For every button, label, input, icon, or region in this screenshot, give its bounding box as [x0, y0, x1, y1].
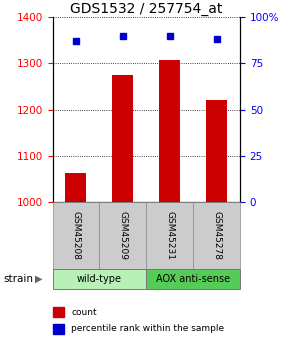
Text: ▶: ▶ [34, 274, 42, 284]
Text: count: count [71, 308, 97, 317]
Bar [65, 173, 86, 202]
Text: AOX anti-sense: AOX anti-sense [156, 274, 230, 284]
Text: GSM45208: GSM45208 [71, 211, 80, 260]
Bar [112, 75, 134, 202]
Text: GSM45231: GSM45231 [165, 211, 174, 260]
Text: wild-type: wild-type [77, 274, 122, 284]
Text: GSM45278: GSM45278 [212, 211, 221, 260]
Bar [159, 60, 180, 202]
Title: GDS1532 / 257754_at: GDS1532 / 257754_at [70, 2, 222, 16]
Text: percentile rank within the sample: percentile rank within the sample [71, 324, 224, 333]
Text: GSM45209: GSM45209 [118, 211, 127, 260]
Text: strain: strain [3, 274, 33, 284]
Bar [206, 100, 227, 202]
